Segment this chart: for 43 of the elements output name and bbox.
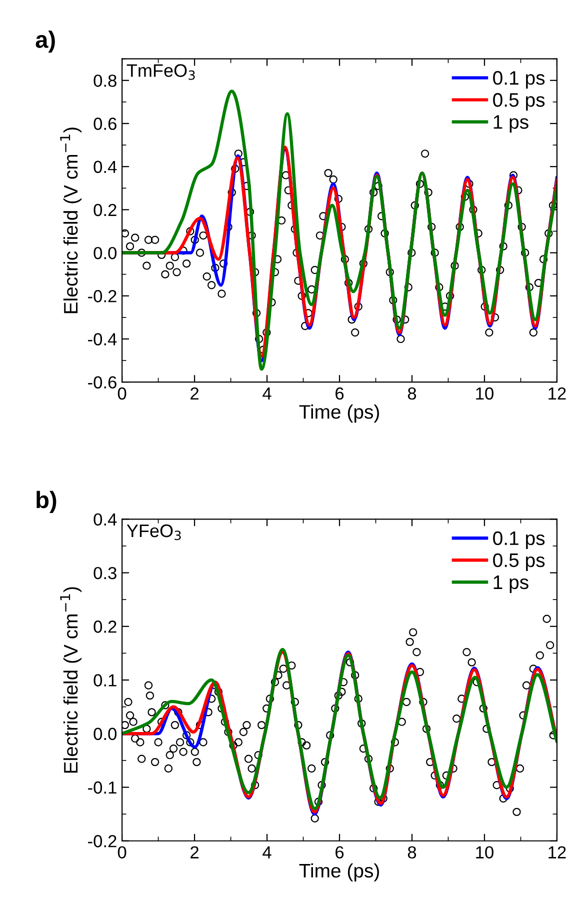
x-tick-label: 4 [262, 388, 272, 400]
y-tick-label: 0.6 [94, 118, 116, 130]
legend-label: 1 ps [494, 115, 528, 133]
x-tick-label: 0 [118, 846, 126, 858]
legend-label: 0.1 ps [493, 531, 545, 549]
y-tick-label: 0.2 [94, 620, 116, 633]
y-tick-label: 0.4 [94, 160, 117, 174]
x-tick-label: 10 [476, 387, 494, 400]
x-tick-label: 2 [190, 387, 198, 400]
y-tick-label: 0.8 [94, 74, 116, 87]
x-tick-label: 10 [476, 846, 494, 858]
y-tick-label: -0.2 [88, 290, 116, 302]
x-tick-label: 8 [408, 387, 416, 400]
x-tick-label: 6 [336, 846, 344, 858]
y-tick-label: -0.2 [88, 835, 116, 848]
y-tick-label: 0.4 [94, 513, 117, 526]
annotation: YFeO$_{3}$ [126, 524, 181, 540]
y-axis-title: Electric field (V cm$^{−1}$) [60, 128, 82, 314]
x-tick-label: 12 [548, 846, 566, 858]
y-tick-label: 0.1 [94, 674, 116, 686]
y-tick-label: -0.6 [88, 376, 116, 389]
annotation: TmFeO$_{3}$ [126, 64, 195, 80]
x-tick-label: 6 [336, 387, 344, 400]
x-tick-label: 8 [408, 846, 416, 858]
legend-label: 0.5 ps [493, 93, 545, 111]
x-tick-label: 0 [118, 387, 126, 400]
chart-title: a) [36, 30, 55, 53]
y-tick-label: 0.0 [94, 728, 117, 740]
y-tick-label: 0.3 [94, 566, 116, 580]
legend-label: 0.1 ps [493, 71, 545, 89]
y-tick-label: 0.2 [94, 204, 116, 216]
x-axis-title: Time (ps) [299, 863, 379, 882]
chart-title: b) [36, 490, 56, 513]
x-tick-label: 12 [548, 387, 566, 400]
x-tick-label: 4 [262, 846, 272, 858]
x-tick-label: 2 [190, 846, 198, 858]
x-axis-title: Time (ps) [299, 404, 379, 423]
legend-label: 1 ps [494, 576, 528, 593]
legend-label: 0.5 ps [493, 553, 545, 571]
y-tick-label: -0.1 [88, 781, 116, 794]
y-tick-label: -0.4 [88, 333, 117, 346]
y-tick-label: 0.0 [94, 246, 117, 260]
y-axis-title: Electric field (V cm$^{−1}$) [60, 587, 82, 773]
